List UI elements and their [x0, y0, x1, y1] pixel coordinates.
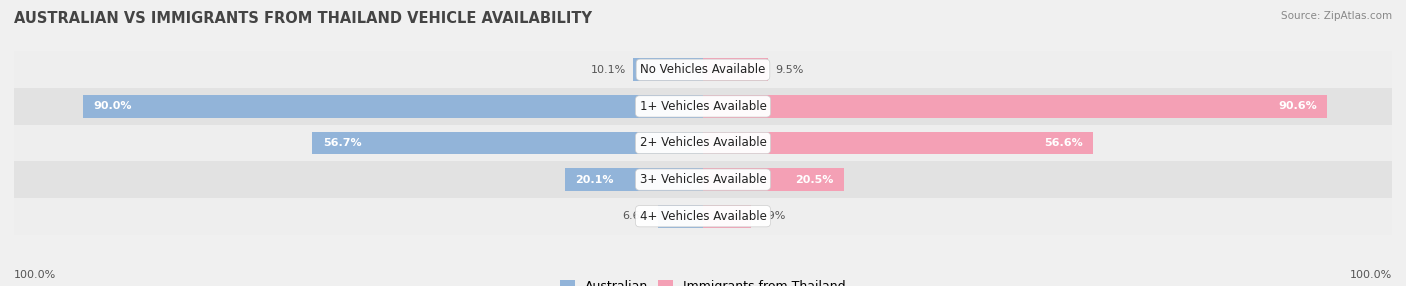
Text: 20.1%: 20.1% — [575, 175, 613, 184]
Bar — [14, 161, 1392, 198]
Text: Source: ZipAtlas.com: Source: ZipAtlas.com — [1281, 11, 1392, 21]
Bar — [703, 205, 751, 228]
Bar — [14, 51, 1392, 88]
Bar — [312, 132, 703, 154]
Bar — [14, 198, 1392, 235]
Text: 1+ Vehicles Available: 1+ Vehicles Available — [640, 100, 766, 113]
Bar — [634, 58, 703, 81]
Text: 6.6%: 6.6% — [623, 211, 651, 221]
Bar — [703, 132, 1092, 154]
Bar — [658, 205, 703, 228]
Bar — [703, 168, 844, 191]
Text: 3+ Vehicles Available: 3+ Vehicles Available — [640, 173, 766, 186]
Text: No Vehicles Available: No Vehicles Available — [640, 63, 766, 76]
Bar — [703, 95, 1327, 118]
Text: 100.0%: 100.0% — [14, 270, 56, 280]
Bar — [83, 95, 703, 118]
Bar — [703, 58, 769, 81]
Text: 2+ Vehicles Available: 2+ Vehicles Available — [640, 136, 766, 150]
Text: 100.0%: 100.0% — [1350, 270, 1392, 280]
Bar — [565, 168, 703, 191]
Text: 20.5%: 20.5% — [796, 175, 834, 184]
Text: 4+ Vehicles Available: 4+ Vehicles Available — [640, 210, 766, 223]
Bar — [14, 88, 1392, 125]
Bar — [14, 125, 1392, 161]
Text: 9.5%: 9.5% — [775, 65, 804, 75]
Text: 90.6%: 90.6% — [1278, 102, 1317, 111]
Text: 10.1%: 10.1% — [592, 65, 627, 75]
Text: 90.0%: 90.0% — [93, 102, 132, 111]
Text: 56.7%: 56.7% — [323, 138, 361, 148]
Legend: Australian, Immigrants from Thailand: Australian, Immigrants from Thailand — [555, 275, 851, 286]
Text: 56.6%: 56.6% — [1043, 138, 1083, 148]
Text: AUSTRALIAN VS IMMIGRANTS FROM THAILAND VEHICLE AVAILABILITY: AUSTRALIAN VS IMMIGRANTS FROM THAILAND V… — [14, 11, 592, 26]
Text: 6.9%: 6.9% — [758, 211, 786, 221]
